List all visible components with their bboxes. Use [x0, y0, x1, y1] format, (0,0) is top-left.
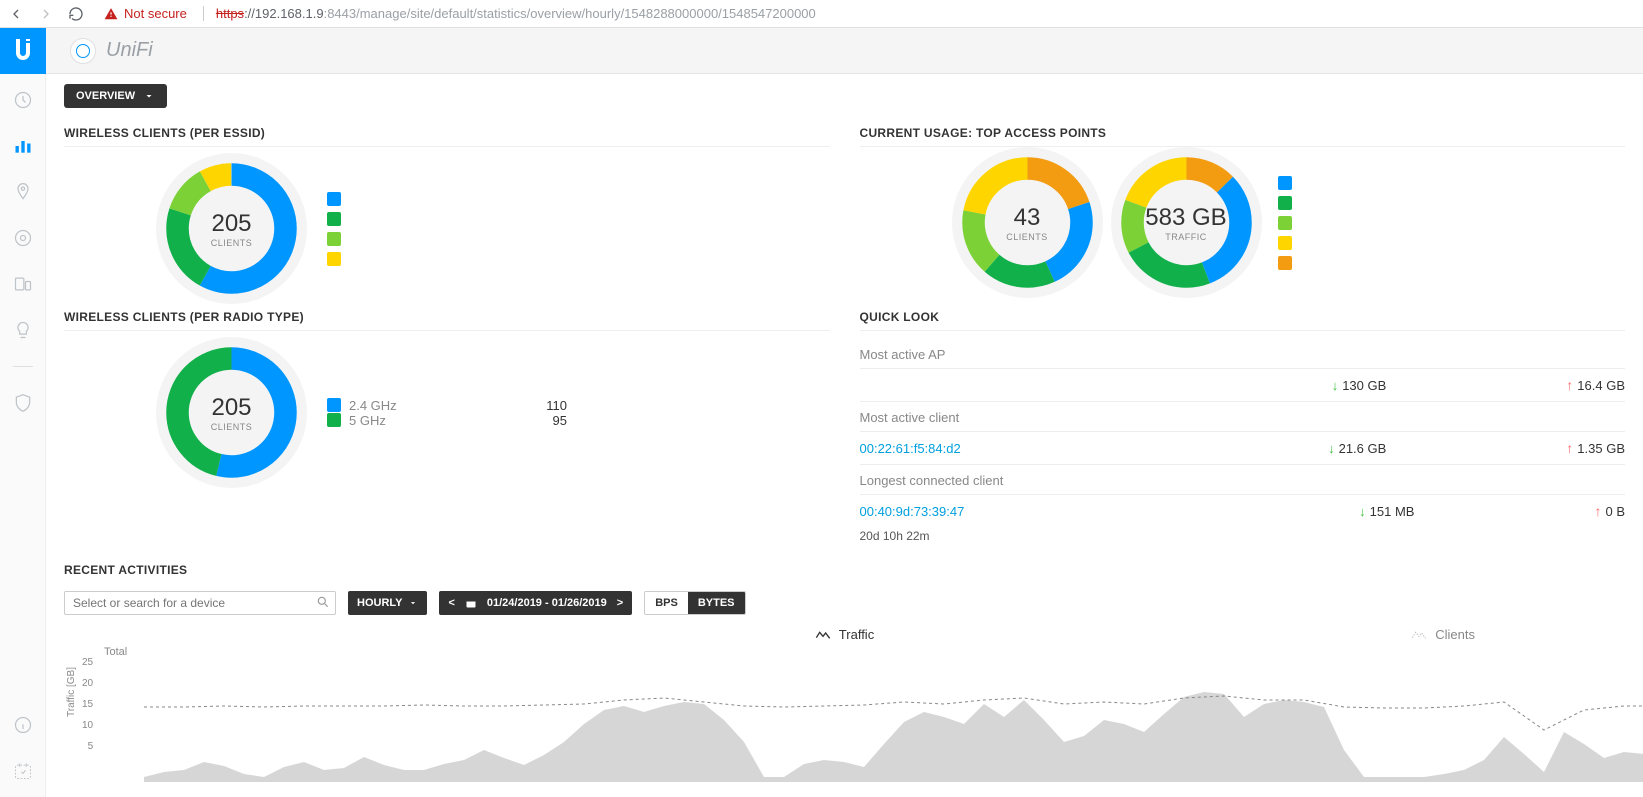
essid-legend	[327, 192, 341, 266]
radio-legend: 2.4 GHz1105 GHz95	[327, 398, 587, 428]
sidebar-clients-icon[interactable]	[9, 270, 37, 298]
essid-donut-chart: 205 CLIENTS	[164, 161, 299, 296]
app-header: UniFi	[0, 28, 1643, 74]
brand-badge: UniFi	[70, 38, 153, 64]
ql-longest-link[interactable]: 00:40:9d:73:39:47	[860, 504, 965, 519]
calendar-icon	[465, 597, 477, 609]
upload-icon: ↑	[1594, 503, 1601, 519]
unit-toggle[interactable]: BPS BYTES	[644, 591, 745, 615]
upload-icon: ↑	[1566, 377, 1573, 393]
radio-clients-count: 205	[211, 394, 251, 422]
download-icon: ↓	[1328, 441, 1335, 456]
traffic-series-label[interactable]: Traffic	[64, 627, 1625, 642]
sidebar-calendar-icon[interactable]	[9, 757, 37, 785]
main-content: OVERVIEW WIRELESS CLIENTS (PER ESSID) 20…	[46, 74, 1643, 797]
section-title-quicklook: QUICK LOOK	[860, 302, 1626, 331]
logo-icon[interactable]	[0, 28, 46, 74]
security-warning[interactable]: Not secure	[104, 6, 187, 21]
brand-circle-icon	[70, 38, 96, 64]
chart-total-label: Total	[104, 646, 1625, 658]
usage-clients-donut: 43 CLIENTS	[960, 155, 1095, 290]
sidebar-map-icon[interactable]	[9, 178, 37, 206]
sidebar-insights-icon[interactable]	[9, 316, 37, 344]
download-icon: ↓	[1332, 378, 1339, 393]
sidebar-devices-icon[interactable]	[9, 224, 37, 252]
section-title-usage: CURRENT USAGE: TOP ACCESS POINTS	[860, 118, 1626, 147]
clients-series-label[interactable]: Clients	[1411, 627, 1475, 642]
upload-icon: ↑	[1566, 440, 1573, 456]
search-icon	[316, 595, 330, 612]
overview-dropdown[interactable]: OVERVIEW	[64, 84, 167, 108]
ql-active-client-link[interactable]: 00:22:61:f5:84:d2	[860, 441, 961, 456]
usage-traffic-donut: 583 GB TRAFFIC	[1119, 155, 1254, 290]
sidebar-dashboard-icon[interactable]	[9, 86, 37, 114]
radio-donut-chart: 205 CLIENTS	[164, 345, 299, 480]
date-range-picker[interactable]: < 01/24/2019 - 01/26/2019 >	[439, 591, 632, 615]
legend-item: 5 GHz95	[327, 413, 587, 428]
granularity-dropdown[interactable]: HOURLY	[348, 591, 427, 615]
section-title-recent: RECENT ACTIVITIES	[64, 555, 1625, 583]
unit-bps[interactable]: BPS	[645, 592, 688, 614]
device-search[interactable]	[64, 591, 336, 615]
ql-longest-duration: 20d 10h 22m	[860, 527, 1626, 551]
brand-name: UniFi	[106, 39, 153, 62]
section-title-essid: WIRELESS CLIENTS (PER ESSID)	[64, 118, 830, 147]
chevron-left-icon[interactable]: <	[448, 597, 454, 609]
legend-item: 2.4 GHz110	[327, 398, 587, 413]
ql-active-ap-label: Most active AP	[860, 347, 1626, 362]
forward-icon[interactable]	[38, 6, 54, 22]
section-title-radio: WIRELESS CLIENTS (PER RADIO TYPE)	[64, 302, 830, 331]
device-search-input[interactable]	[64, 591, 336, 615]
download-icon: ↓	[1359, 504, 1366, 519]
sidebar-statistics-icon[interactable]	[9, 132, 37, 160]
chevron-right-icon[interactable]: >	[617, 597, 623, 609]
traffic-chart: Traffic Clients Total Traffic [GB] 25201…	[64, 627, 1625, 797]
essid-clients-count: 205	[211, 210, 251, 238]
url-text[interactable]: https://192.168.1.9:8443/manage/site/def…	[203, 6, 816, 21]
browser-address-bar: Not secure https://192.168.1.9:8443/mana…	[0, 0, 1643, 28]
sidebar-security-icon[interactable]	[9, 389, 37, 417]
ql-longest-label: Longest connected client	[860, 473, 1626, 488]
sidebar	[0, 74, 46, 797]
unit-bytes[interactable]: BYTES	[688, 592, 745, 614]
ql-active-client-label: Most active client	[860, 410, 1626, 425]
sidebar-info-icon[interactable]	[9, 711, 37, 739]
usage-legend	[1278, 176, 1292, 270]
reload-icon[interactable]	[68, 6, 84, 22]
back-icon[interactable]	[8, 6, 24, 22]
